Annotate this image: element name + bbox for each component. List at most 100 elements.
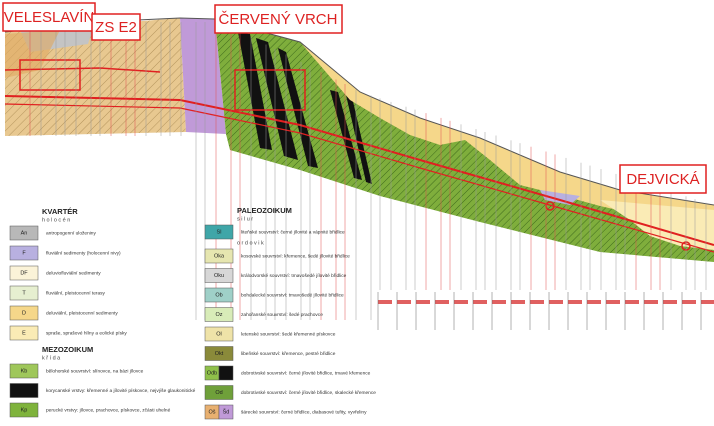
legend-code: Ol	[216, 331, 222, 337]
legend-code: D	[22, 310, 26, 316]
legend-text: perucké vrstvy: jílovce, prachovce, písk…	[46, 407, 171, 413]
layer	[330, 90, 362, 180]
legend-text: antropogenní uloženiny	[46, 230, 96, 236]
chainage-mark	[416, 300, 430, 304]
layer	[180, 18, 226, 134]
legend-text: šárecké souvrství: černé břidlice, diaba…	[241, 409, 367, 415]
layer	[238, 32, 272, 150]
tunnel	[4, 103, 714, 253]
legend-group-title: PALEOZOIKUM	[237, 206, 292, 215]
legend-text: kosovské souvrství: křemence, šedé jílov…	[241, 253, 350, 259]
chainage-mark	[644, 300, 658, 304]
legend-code: Kb	[21, 368, 28, 374]
legend-swatch	[9, 245, 39, 261]
legend-code: Sl	[217, 229, 222, 235]
legend-code: F	[22, 250, 26, 256]
legend-code: Oz	[215, 312, 222, 318]
chainage-mark	[606, 300, 620, 304]
chainage-mark	[397, 300, 411, 304]
legend-code: DF	[20, 270, 28, 276]
legend-code: Ob	[215, 292, 222, 298]
legend-swatch	[9, 305, 39, 321]
legend-group-title: KVARTÉR	[42, 207, 78, 216]
chainage-row	[377, 292, 714, 330]
legend-swatch	[218, 404, 234, 420]
chainage-mark	[549, 300, 563, 304]
legend-code: Oš	[208, 409, 215, 415]
layer	[540, 190, 580, 205]
station-label-box	[214, 4, 343, 34]
station-label: DEJVICKÁ	[626, 171, 699, 188]
legend-code: Oku	[214, 273, 224, 279]
station-label: ČERVENÝ VRCH	[219, 11, 338, 28]
legend-swatch	[9, 402, 39, 418]
legend-code: An	[21, 230, 28, 236]
chainage-mark	[454, 300, 468, 304]
legend-text: deluviální, pleistocenní sedimenty	[46, 310, 118, 316]
legend-swatch	[204, 224, 234, 240]
terrain	[4, 17, 714, 206]
legend-code: T	[22, 290, 26, 296]
station-label-box	[619, 164, 707, 194]
tunnel	[4, 95, 714, 246]
chainage-mark	[492, 300, 506, 304]
legend-code: Šd	[223, 408, 230, 415]
legend-text: libeňské souvrství: křemence, pestré bři…	[241, 351, 336, 357]
chainage-mark	[587, 300, 601, 304]
legend-swatch	[9, 285, 39, 301]
legend-code: Oka	[214, 253, 225, 259]
legend-text: letenské souvrství: šedé křemenné pískov…	[241, 331, 336, 337]
layer	[346, 95, 372, 184]
chainage-mark	[701, 300, 714, 304]
legend-swatch	[204, 346, 234, 361]
layer	[5, 30, 60, 78]
legend-text: králodvorské souvrství: tmavošedé jílovi…	[241, 273, 347, 279]
legend-swatch	[204, 287, 234, 303]
chainage-mark	[473, 300, 487, 304]
station-box	[19, 59, 81, 91]
legend-text: spraše, sprašové hlíny a eolické písky	[46, 330, 127, 336]
legend-swatch	[9, 325, 39, 341]
legend-text: fluviální, pleistocenní terasy	[46, 290, 106, 296]
chainage-mark	[435, 300, 449, 304]
legend-subtitle: holocén	[42, 217, 72, 223]
boreholes	[29, 19, 707, 320]
legend-text: deluviofluviální sedimenty	[46, 270, 101, 276]
legend-text: dobrotivské souvrství: černé jílovité bř…	[241, 390, 376, 396]
legend-text: dobrotivské souvrství: černé jílovité bř…	[241, 370, 371, 376]
legend-code: E	[22, 330, 26, 336]
legend-swatch	[204, 326, 234, 342]
legend-swatch	[204, 268, 234, 283]
station-label: VELESLAVÍN	[4, 9, 95, 26]
chainage-mark	[682, 300, 696, 304]
legend-swatch	[218, 365, 234, 381]
legend-text: bělohorské souvrství: slínovce, na bázi …	[46, 368, 144, 374]
legend-swatch	[9, 383, 39, 398]
legend-text: liteňské souvrství: černé jílovité a váp…	[241, 229, 345, 235]
chainage-mark	[511, 300, 525, 304]
chainage-mark	[568, 300, 582, 304]
station-label-box	[2, 2, 96, 32]
legend-subtitle: silur	[237, 216, 255, 222]
cross-section	[4, 17, 714, 262]
legend-code: Odb	[207, 370, 217, 376]
station-label: ZS E2	[95, 19, 137, 36]
chainage-mark	[663, 300, 677, 304]
legend-code: Kp	[21, 407, 28, 413]
legend-swatch	[9, 265, 39, 281]
legend-swatch	[204, 385, 234, 400]
legend-subtitle: křída	[42, 355, 62, 361]
legend-swatch	[204, 248, 234, 264]
legend-group-title: MEZOZOIKUM	[42, 345, 93, 354]
station-label-box	[91, 13, 141, 41]
legend-swatch	[9, 225, 39, 241]
chainage-mark	[530, 300, 544, 304]
legend-text: korycanské vrstvy: křemenné a jílovité p…	[46, 388, 196, 394]
layer	[278, 48, 318, 168]
layer	[256, 38, 298, 160]
legend-code: Okt	[215, 351, 224, 357]
legend-swatch	[204, 307, 234, 322]
legend-subtitle: ordovik	[237, 240, 265, 246]
